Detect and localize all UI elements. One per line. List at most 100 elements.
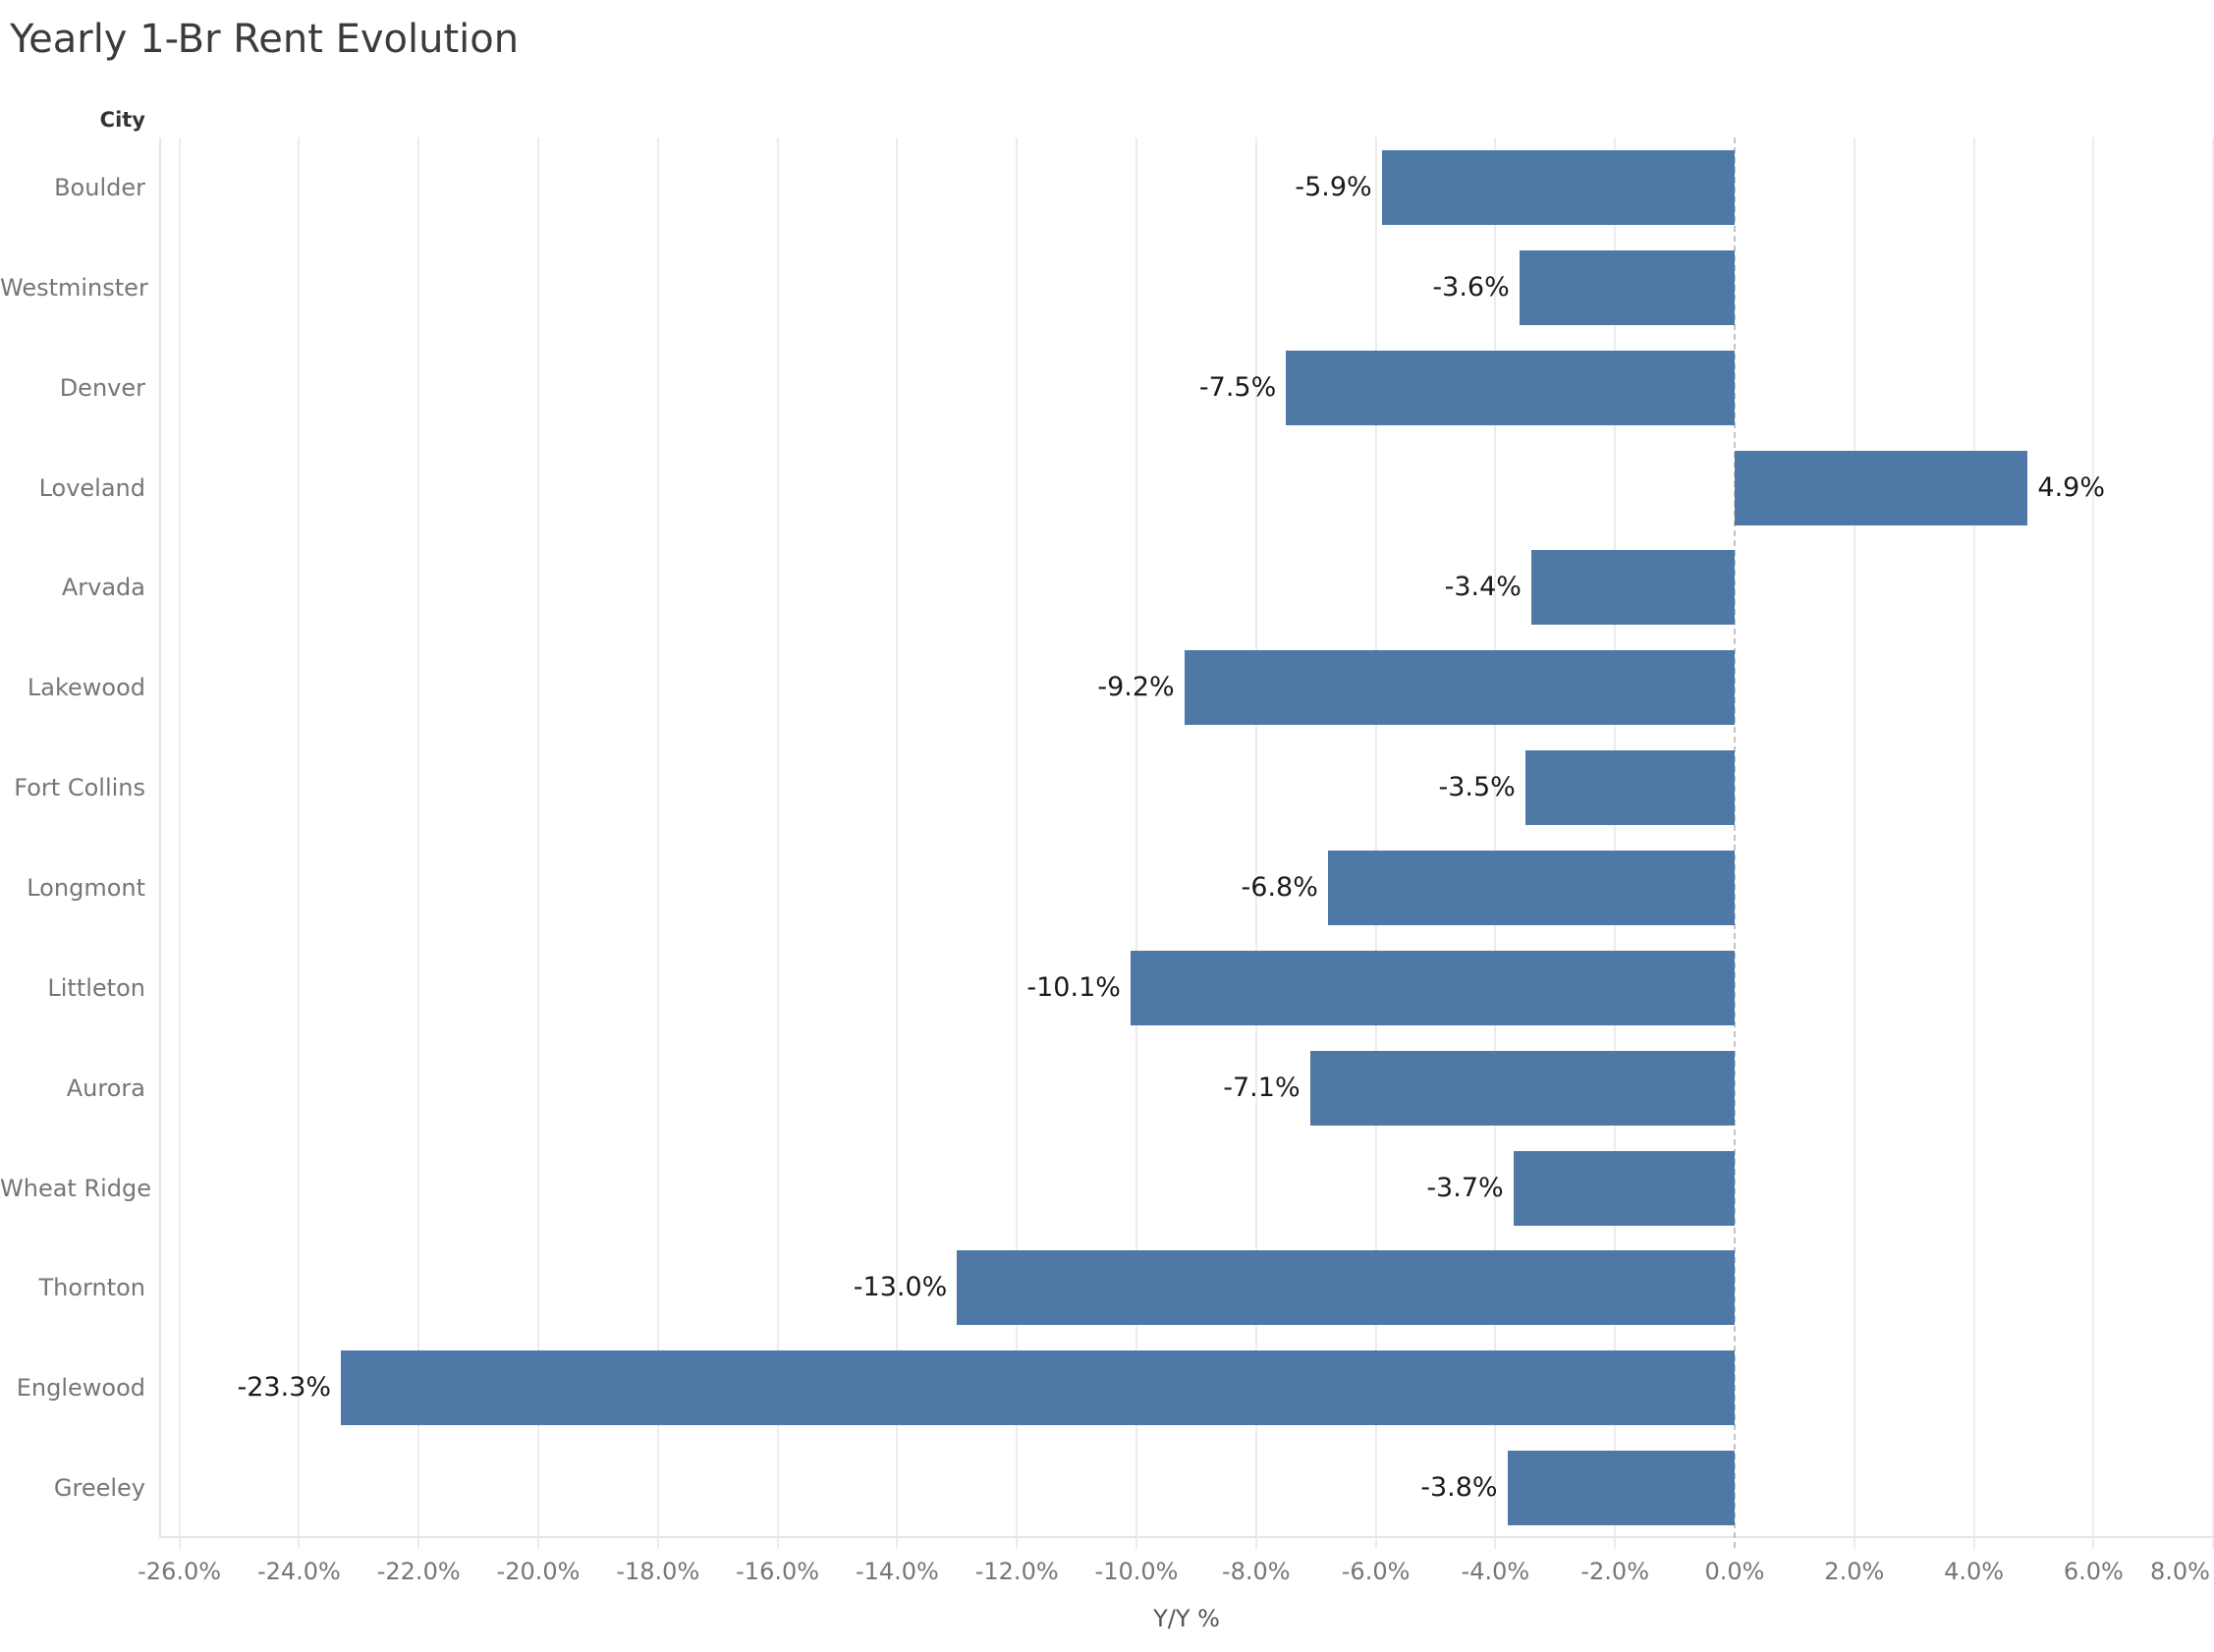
x-tick-label: 2.0% — [1824, 1558, 1885, 1585]
bar-thornton[interactable] — [957, 1250, 1735, 1326]
gridline — [2092, 138, 2095, 1536]
gridline — [2212, 138, 2214, 1536]
tick-mark — [1853, 1538, 1855, 1549]
tick-mark — [1972, 1538, 1975, 1549]
category-label[interactable]: Loveland — [38, 473, 145, 502]
bar-littleton[interactable] — [1130, 950, 1735, 1025]
bar-value-label: -5.9% — [1295, 171, 1372, 202]
category-label[interactable]: Greeley — [53, 1474, 145, 1503]
x-tick-label: -4.0% — [1461, 1558, 1530, 1585]
bar-value-label: -7.5% — [1198, 371, 1277, 403]
gridline — [1254, 138, 1257, 1536]
tick-mark — [896, 1538, 899, 1549]
x-tick-label: -16.0% — [736, 1558, 820, 1585]
tick-mark — [1374, 1538, 1377, 1549]
gridline — [537, 138, 539, 1536]
bar-westminster[interactable] — [1519, 249, 1735, 325]
category-label[interactable]: Thornton — [38, 1274, 145, 1302]
gridline — [1853, 138, 1855, 1536]
tick-mark — [1254, 1538, 1257, 1549]
bar-value-label: -9.2% — [1097, 672, 1175, 703]
tick-mark — [298, 1538, 301, 1549]
category-label[interactable]: Westminster — [0, 273, 148, 302]
value-axis-title: Y/Y % — [1153, 1605, 1220, 1632]
bar-wheat-ridge[interactable] — [1513, 1150, 1735, 1226]
gridline — [1016, 138, 1019, 1536]
gridline — [896, 138, 899, 1536]
bar-aurora[interactable] — [1309, 1050, 1735, 1126]
gridline — [1494, 138, 1497, 1536]
tick-mark — [776, 1538, 779, 1549]
x-tick-label: 8.0% — [2150, 1558, 2210, 1585]
gridline — [417, 138, 420, 1536]
category-label[interactable]: Littleton — [47, 973, 145, 1002]
bar-value-label: -3.8% — [1420, 1472, 1498, 1504]
bar-value-label: -6.8% — [1241, 871, 1318, 903]
category-label[interactable]: Denver — [59, 373, 145, 402]
tick-mark — [2092, 1538, 2095, 1549]
bar-fort-collins[interactable] — [1524, 750, 1735, 826]
bar-value-label: -23.3% — [237, 1372, 332, 1404]
x-tick-label: -20.0% — [496, 1558, 581, 1585]
bar-value-label: -3.5% — [1438, 772, 1516, 803]
bar-boulder[interactable] — [1381, 149, 1735, 225]
plot-area: -5.9% -3.6% -7.5% 4.9% -3.4% -9.2% -3.5% -6.8% -… — [159, 138, 2214, 1548]
tick-mark — [1614, 1538, 1617, 1549]
gridline — [776, 138, 779, 1536]
bar-value-label: -10.1% — [1026, 971, 1121, 1003]
x-tick-label: -10.0% — [1094, 1558, 1179, 1585]
x-tick-label: -26.0% — [138, 1558, 222, 1585]
bar-value-label: -3.7% — [1426, 1172, 1504, 1203]
tick-mark — [178, 1538, 181, 1549]
x-tick-label: 0.0% — [1704, 1558, 1765, 1585]
zero-baseline — [1734, 138, 1736, 1548]
category-label[interactable]: Lakewood — [27, 674, 145, 702]
bar-arvada[interactable] — [1530, 550, 1735, 626]
category-label[interactable]: Boulder — [54, 173, 145, 201]
bar-value-label: 4.9% — [2037, 471, 2106, 503]
category-label[interactable]: Longmont — [27, 873, 145, 902]
gridline — [1614, 138, 1617, 1536]
x-tick-label: -12.0% — [974, 1558, 1059, 1585]
category-axis-header: City — [99, 108, 145, 132]
tick-mark — [537, 1538, 539, 1549]
bar-value-label: -3.4% — [1444, 572, 1522, 603]
category-label[interactable]: Arvada — [61, 574, 145, 602]
gridline — [178, 138, 181, 1536]
bar-denver[interactable] — [1286, 350, 1735, 425]
tick-mark — [656, 1538, 659, 1549]
tick-mark — [417, 1538, 420, 1549]
gridline — [1972, 138, 1975, 1536]
bar-value-label: -3.6% — [1432, 271, 1510, 303]
tick-mark — [1494, 1538, 1497, 1549]
gridline — [1374, 138, 1377, 1536]
x-tick-label: -18.0% — [616, 1558, 700, 1585]
category-label[interactable]: Fort Collins — [14, 774, 145, 802]
x-tick-label: -22.0% — [376, 1558, 461, 1585]
x-tick-label: 4.0% — [1944, 1558, 2005, 1585]
tick-mark — [1135, 1538, 1137, 1549]
bar-lakewood[interactable] — [1184, 650, 1735, 726]
category-label[interactable]: Englewood — [16, 1374, 145, 1403]
gridline — [656, 138, 659, 1536]
bar-loveland[interactable] — [1735, 450, 2028, 525]
x-tick-label: -14.0% — [855, 1558, 939, 1585]
x-tick-label: -6.0% — [1341, 1558, 1411, 1585]
bar-englewood[interactable] — [341, 1350, 1735, 1426]
x-tick-label: -2.0% — [1580, 1558, 1649, 1585]
category-label[interactable]: Aurora — [66, 1074, 145, 1102]
bar-value-label: -13.0% — [853, 1272, 948, 1303]
x-tick-label: -24.0% — [256, 1558, 341, 1585]
category-label[interactable]: Wheat Ridge — [0, 1174, 152, 1202]
chart-title: Yearly 1-Br Rent Evolution — [10, 17, 520, 62]
gridline — [298, 138, 301, 1536]
tick-mark — [1016, 1538, 1019, 1549]
x-tick-label: 6.0% — [2063, 1558, 2124, 1585]
gridline — [1135, 138, 1137, 1536]
x-tick-label: -8.0% — [1221, 1558, 1291, 1585]
bar-value-label: -7.1% — [1223, 1072, 1301, 1103]
bar-greeley[interactable] — [1507, 1451, 1735, 1526]
bar-longmont[interactable] — [1327, 850, 1735, 925]
tick-mark — [2212, 1538, 2214, 1549]
